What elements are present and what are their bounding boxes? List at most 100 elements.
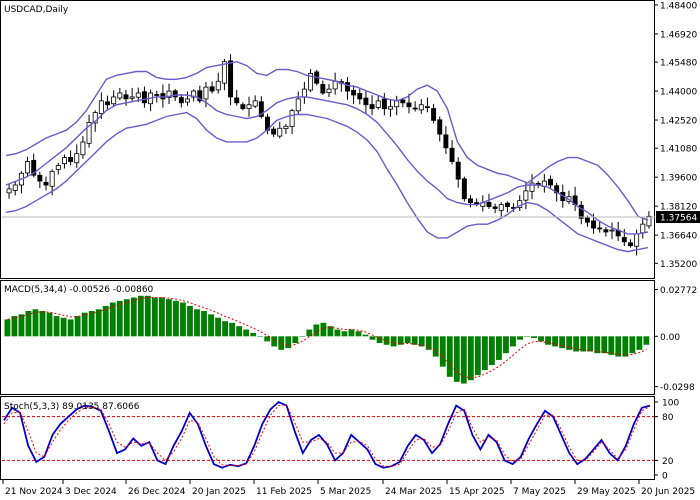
candle-body xyxy=(105,101,110,106)
candle-body xyxy=(492,206,498,209)
time-tick-label: 11 Feb 2025 xyxy=(256,487,312,497)
macd-bar xyxy=(257,336,264,337)
candle-body xyxy=(504,202,510,207)
candle-body xyxy=(640,223,646,234)
macd-bar xyxy=(460,336,467,384)
time-tick-label: 20 Jun 2025 xyxy=(641,487,695,497)
candle-body xyxy=(344,82,350,92)
candle-body xyxy=(92,112,98,124)
candle-body xyxy=(388,106,394,110)
candle-body xyxy=(191,90,197,98)
macd-bar xyxy=(446,336,453,377)
candle-body xyxy=(498,204,504,211)
macd-bar xyxy=(397,336,404,345)
macd-bar xyxy=(489,336,495,365)
candle-body xyxy=(320,84,326,94)
main-chart-title: USDCAD,Daily xyxy=(4,5,69,15)
candle-body xyxy=(603,229,609,233)
candle-body xyxy=(209,86,215,92)
macd-bar xyxy=(327,326,334,337)
macd-bar xyxy=(137,295,144,337)
candle-body xyxy=(258,101,264,117)
price-tick-label: 1.36640 xyxy=(660,232,697,242)
candle-body xyxy=(49,170,55,187)
candle-body xyxy=(277,127,283,137)
candle-body xyxy=(246,104,252,109)
candle-body xyxy=(31,160,37,176)
candle-body xyxy=(295,98,301,112)
time-tick-label: 5 Mar 2025 xyxy=(320,487,371,497)
macd-bar xyxy=(594,336,601,354)
macd-bar xyxy=(362,334,369,337)
candle-body xyxy=(406,102,412,108)
candle-body xyxy=(400,99,406,104)
candle-body xyxy=(437,119,443,135)
stoch-title: Stoch(5,3,3) 89.0135 87.6066 xyxy=(4,402,140,412)
time-tick-label: 7 May 2025 xyxy=(513,487,566,497)
macd-bar xyxy=(109,302,116,337)
macd-bar xyxy=(643,336,650,345)
macd-bar xyxy=(229,322,236,337)
macd-bar xyxy=(102,305,109,337)
candle-body xyxy=(154,94,160,96)
stoch-tick-label: 0 xyxy=(662,472,668,482)
candle-body xyxy=(609,229,615,232)
macd-bar xyxy=(320,322,327,337)
macd-bar xyxy=(404,336,411,344)
macd-bar xyxy=(123,299,130,337)
candle-body xyxy=(455,161,461,180)
candle-body xyxy=(394,100,400,108)
candle-body xyxy=(529,182,535,192)
macd-tick-label: -0.0298 xyxy=(660,383,695,393)
macd-pane xyxy=(4,295,650,384)
candle-body xyxy=(141,91,147,104)
macd-bar xyxy=(376,336,383,344)
macd-bar xyxy=(243,329,250,337)
price-tick-label: 1.46920 xyxy=(660,30,697,40)
candle-body xyxy=(591,220,597,229)
macd-bar xyxy=(559,336,566,349)
candle-body xyxy=(424,106,430,109)
macd-bar xyxy=(348,329,355,337)
current-price-label: 1.37564 xyxy=(660,214,697,224)
candle-body xyxy=(117,92,123,99)
current-price-badge xyxy=(656,211,700,224)
macd-bar xyxy=(18,314,25,337)
macd-bar xyxy=(524,336,530,337)
macd-bar xyxy=(615,336,622,357)
macd-bar xyxy=(306,329,313,337)
macd-bar xyxy=(4,319,11,337)
candle-body xyxy=(228,60,234,98)
candle-body xyxy=(6,188,12,194)
candle-body xyxy=(381,98,387,110)
macd-bar xyxy=(580,336,587,352)
bollinger-middle-band xyxy=(5,94,649,235)
macd-bar xyxy=(95,309,102,337)
macd-bar xyxy=(278,336,285,350)
macd-bar xyxy=(32,309,39,337)
macd-bar xyxy=(11,316,18,337)
price-tick-label: 1.41080 xyxy=(660,145,697,155)
stoch-k-line xyxy=(3,400,651,469)
macd-bar xyxy=(208,314,214,337)
macd-bar xyxy=(453,336,460,382)
candle-body xyxy=(185,98,190,103)
macd-bar xyxy=(173,300,179,337)
candle-body xyxy=(43,182,49,186)
candle-body xyxy=(597,227,603,230)
candle-body xyxy=(301,88,307,98)
stoch-tick-label: 20 xyxy=(662,457,674,467)
macd-bar xyxy=(467,336,474,381)
candle-body xyxy=(68,157,74,162)
candle-body xyxy=(123,94,129,100)
candle-body xyxy=(289,110,295,128)
macd-bar xyxy=(566,336,573,350)
macd-signal-line xyxy=(7,297,647,379)
macd-bar xyxy=(573,336,580,352)
candle-body xyxy=(234,97,240,104)
candle-body xyxy=(166,90,172,98)
macd-tick-label: 0.00 xyxy=(660,333,680,343)
candle-body xyxy=(418,104,424,111)
